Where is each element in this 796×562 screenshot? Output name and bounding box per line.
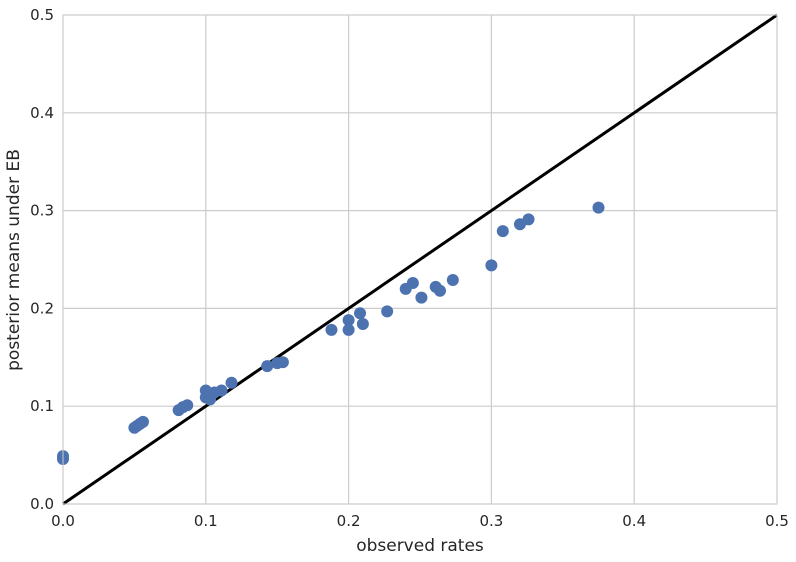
data-point bbox=[342, 314, 355, 327]
data-point bbox=[406, 276, 419, 289]
data-point bbox=[225, 376, 238, 389]
data-point bbox=[276, 356, 289, 369]
data-point bbox=[325, 323, 338, 336]
x-tick-label: 0.0 bbox=[51, 512, 75, 530]
data-point bbox=[433, 284, 446, 297]
x-tick-label: 0.1 bbox=[194, 512, 218, 530]
tick-labels: 0.0 0.1 0.2 0.3 0.4 0.5 0.0 0.1 0.2 0.3 0.4 0.5 bbox=[30, 6, 789, 530]
data-point bbox=[261, 360, 274, 373]
y-tick-label: 0.0 bbox=[30, 495, 54, 513]
data-point bbox=[356, 318, 369, 331]
data-point bbox=[592, 201, 605, 214]
x-tick-label: 0.5 bbox=[765, 512, 789, 530]
plot-frame bbox=[62, 14, 778, 505]
data-point bbox=[446, 274, 459, 287]
data-point bbox=[522, 213, 535, 226]
data-point bbox=[136, 415, 149, 428]
y-tick-label: 0.5 bbox=[30, 6, 54, 24]
x-tick-label: 0.4 bbox=[622, 512, 646, 530]
y-tick-label: 0.2 bbox=[30, 299, 54, 317]
data-point bbox=[496, 225, 509, 238]
data-point bbox=[415, 291, 428, 304]
x-axis-label: observed rates bbox=[356, 536, 484, 556]
y-axis-label: posterior means under EB bbox=[4, 149, 24, 371]
data-point bbox=[485, 259, 498, 272]
data-point bbox=[354, 307, 367, 320]
data-point bbox=[215, 384, 228, 397]
identity-reference-line bbox=[62, 13, 778, 506]
y-tick-label: 0.3 bbox=[30, 202, 54, 220]
y-tick-label: 0.1 bbox=[30, 397, 54, 415]
data-point bbox=[381, 305, 394, 318]
x-tick-label: 0.3 bbox=[479, 512, 503, 530]
data-point bbox=[342, 323, 355, 336]
x-tick-label: 0.2 bbox=[337, 512, 361, 530]
y-tick-label: 0.4 bbox=[30, 104, 54, 122]
data-point bbox=[181, 399, 194, 412]
